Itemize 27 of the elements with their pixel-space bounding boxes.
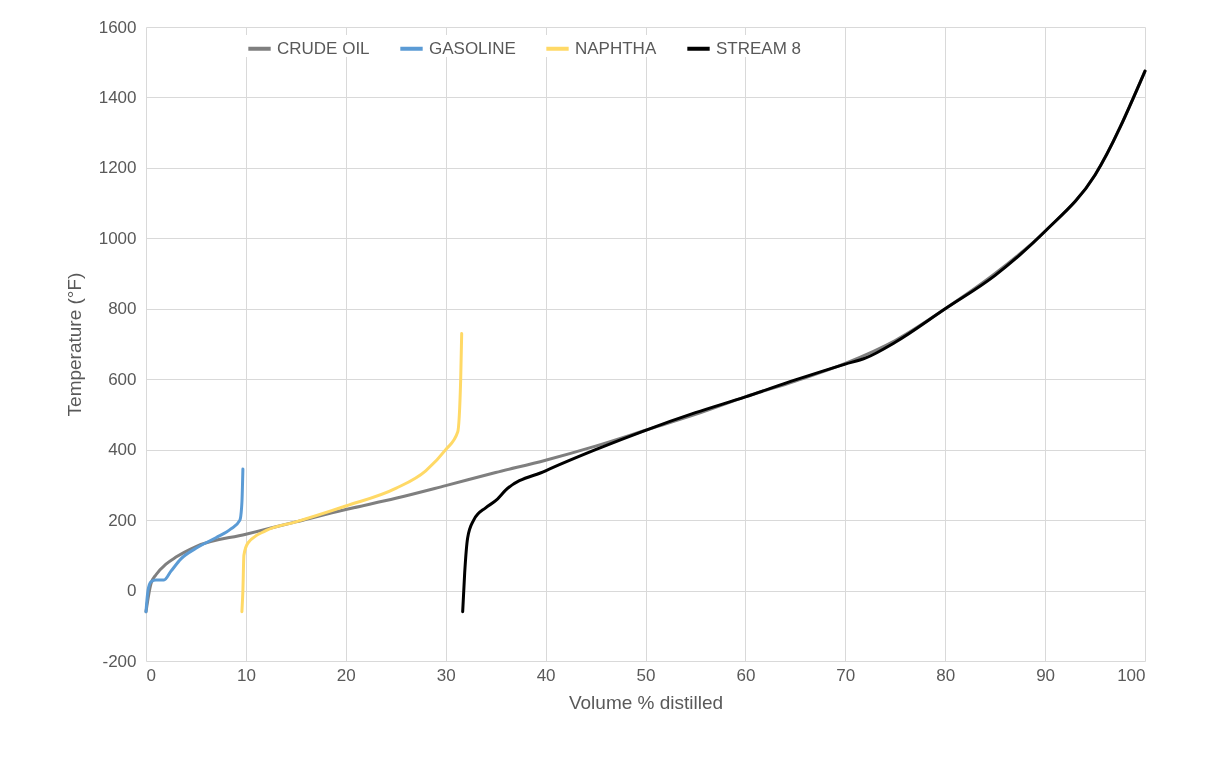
x-tick-label: 80 [936,665,956,685]
y-tick-label: 600 [108,369,137,389]
y-tick-label: 1000 [98,228,137,248]
y-tick-label: 1200 [98,158,137,178]
y-tick-label: 1600 [98,17,137,37]
y-tick-label: 800 [108,299,137,319]
x-tick-label: 90 [1036,665,1056,685]
legend-label: CRUDE OIL [277,38,370,58]
x-tick-label: 40 [536,665,556,685]
x-axis-title: Volume % distilled [568,691,724,713]
y-axis-title: Temperature (°F) [63,272,85,417]
y-tick-label: 1400 [98,87,137,107]
x-tick-label: 100 [1117,665,1146,685]
x-tick-label: 50 [636,665,656,685]
y-tick-label: -200 [102,651,137,671]
x-tick-label: 70 [836,665,856,685]
x-tick-label: 0 [146,665,156,685]
y-tick-label: 0 [127,581,137,601]
legend-label: STREAM 8 [716,38,802,58]
x-tick-label: 20 [336,665,356,685]
x-tick-label: 30 [436,665,456,685]
legend-label: GASOLINE [429,38,516,58]
x-tick-label: 10 [236,665,256,685]
y-tick-label: 400 [108,440,137,460]
legend-label: NAPHTHA [575,38,657,58]
x-tick-label: 60 [736,665,756,685]
y-tick-label: 200 [108,510,137,530]
